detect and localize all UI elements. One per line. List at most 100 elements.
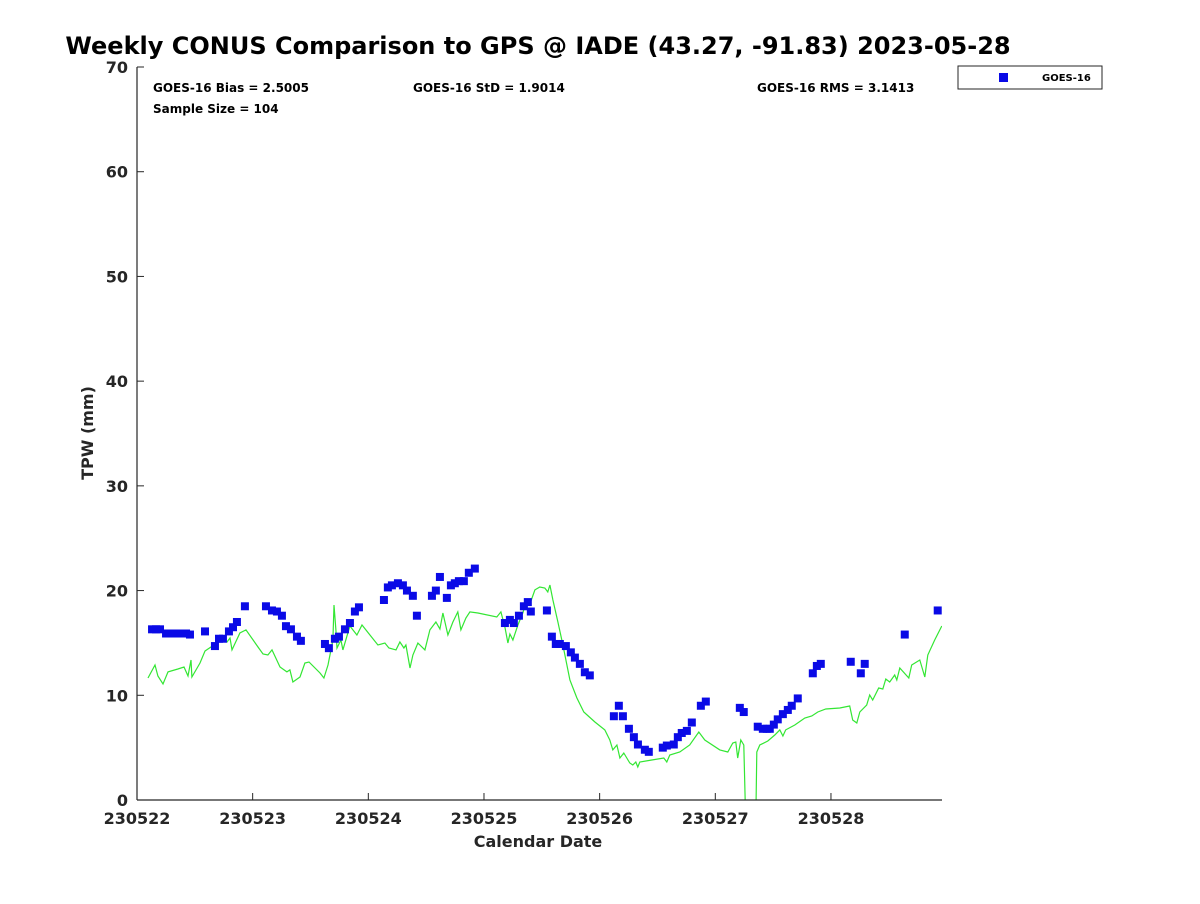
goes-point xyxy=(320,639,329,648)
goes-point xyxy=(846,657,855,666)
y-tick-label: 50 xyxy=(106,267,128,286)
goes-point xyxy=(173,629,182,638)
goes-point xyxy=(412,611,421,620)
goes-point xyxy=(232,617,241,626)
goes-point xyxy=(454,577,463,586)
y-tick-label: 40 xyxy=(106,372,128,391)
goes-point xyxy=(526,607,535,616)
goes-point xyxy=(856,669,865,678)
goes-point xyxy=(435,572,444,581)
goes-point xyxy=(151,625,160,634)
y-tick-label: 60 xyxy=(106,163,128,182)
goes-point xyxy=(431,586,440,595)
goes-point xyxy=(633,740,642,749)
goes-point xyxy=(272,607,281,616)
x-tick-label: 230523 xyxy=(219,809,286,828)
x-tick-label: 230527 xyxy=(682,809,749,828)
goes-point xyxy=(585,671,594,680)
goes-point xyxy=(575,659,584,668)
goes-point xyxy=(561,642,570,651)
goes-point xyxy=(778,710,787,719)
goes-point xyxy=(408,591,417,600)
y-tick-label: 70 xyxy=(106,58,128,77)
goes-point xyxy=(334,632,343,641)
y-axis-label: TPW (mm) xyxy=(78,386,97,480)
goes-point xyxy=(340,625,349,634)
goes-point xyxy=(500,619,509,628)
goes-point xyxy=(281,622,290,631)
goes-point xyxy=(427,591,436,600)
bias-annotation: GOES-16 Bias = 2.5005 xyxy=(153,81,309,95)
sample-size-annotation: Sample Size = 104 xyxy=(153,102,279,116)
goes-point xyxy=(551,639,560,648)
goes-point xyxy=(523,598,532,607)
goes-point xyxy=(185,630,194,639)
goes-point xyxy=(860,659,869,668)
goes-point xyxy=(177,629,186,638)
goes-point xyxy=(735,703,744,712)
goes-point xyxy=(618,712,627,721)
goes-point xyxy=(900,630,909,639)
legend: GOES-16 xyxy=(957,65,1103,90)
goes-point xyxy=(673,733,682,742)
legend-marker-goes xyxy=(999,73,1008,82)
goes-point xyxy=(402,586,411,595)
goes-point xyxy=(701,697,710,706)
y-tick-label: 10 xyxy=(106,686,128,705)
goes-point xyxy=(470,564,479,573)
goes-point xyxy=(165,629,174,638)
y-tick-label: 30 xyxy=(106,477,128,496)
goes-point xyxy=(354,603,363,612)
goes-point xyxy=(277,611,286,620)
goes-point xyxy=(629,733,638,742)
goes-point xyxy=(570,653,579,662)
goes-point xyxy=(393,579,402,588)
goes-point xyxy=(240,602,249,611)
goes-point xyxy=(769,720,778,729)
goes-point xyxy=(296,636,305,645)
goes-point xyxy=(450,579,459,588)
goes-point xyxy=(387,581,396,590)
goes-point xyxy=(658,743,667,752)
goes-point xyxy=(383,583,392,592)
rms-annotation: GOES-16 RMS = 3.1413 xyxy=(757,81,914,95)
goes-point xyxy=(464,568,473,577)
goes-point xyxy=(609,712,618,721)
legend-label-goes: GOES-16 xyxy=(1042,73,1091,84)
goes-series xyxy=(148,564,942,756)
goes-point xyxy=(687,718,696,727)
goes-point xyxy=(614,701,623,710)
gps-series xyxy=(147,584,942,800)
goes-point xyxy=(682,726,691,735)
goes-point xyxy=(324,644,333,653)
goes-point xyxy=(156,625,165,634)
goes-point xyxy=(547,632,556,641)
y-tick-label: 20 xyxy=(106,582,128,601)
goes-point xyxy=(519,602,528,611)
axis-ticks: 230522 230523 230524 230525 230526 230527 2305… xyxy=(104,58,865,828)
x-tick-label: 230526 xyxy=(566,809,633,828)
x-axis-label: Calendar Date xyxy=(474,832,603,851)
goes-point xyxy=(624,724,633,733)
goes-point xyxy=(773,715,782,724)
y-tick-label: 0 xyxy=(117,791,128,810)
goes-point xyxy=(379,595,388,604)
std-annotation: GOES-16 StD = 1.9014 xyxy=(413,81,565,95)
goes-point xyxy=(514,611,523,620)
goes-point xyxy=(201,627,210,636)
goes-point xyxy=(286,625,295,634)
goes-point xyxy=(509,619,518,628)
goes-point xyxy=(662,741,671,750)
x-tick-label: 230528 xyxy=(798,809,865,828)
goes-point xyxy=(224,627,233,636)
x-tick-label: 230525 xyxy=(451,809,518,828)
goes-point xyxy=(739,708,748,717)
goes-point xyxy=(566,648,575,657)
goes-point xyxy=(753,722,762,731)
goes-point xyxy=(793,694,802,703)
goes-point xyxy=(808,669,817,678)
goes-point xyxy=(442,593,451,602)
goes-point xyxy=(816,659,825,668)
goes-point xyxy=(330,634,339,643)
